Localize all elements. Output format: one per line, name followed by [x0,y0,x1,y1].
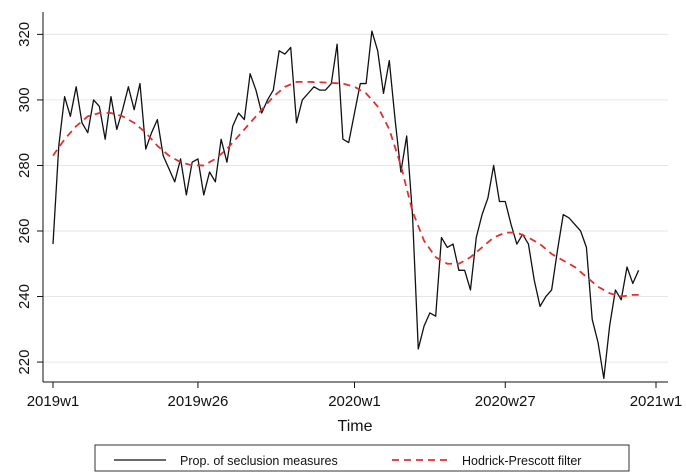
x-axis-title: Time [338,418,373,435]
y-tick-label: 240 [16,284,33,309]
gridlines [43,33,668,363]
y-tick-label: 220 [16,350,33,375]
axes: 220 240 260 280 300 320 2019w1 2019w26 2020w1 202… [16,12,682,410]
x-tick-label: 2020w27 [475,393,536,410]
legend-label-hp-filter: Hodrick-Prescott filter [462,454,581,468]
x-tick-label: 2019w1 [27,393,80,410]
legend: Prop. of seclusion measures Hodrick-Pres… [94,444,630,472]
y-tick-label: 300 [16,87,33,112]
y-tick-label: 260 [16,218,33,243]
series-line-seclusion [52,30,640,380]
legend-label-seclusion: Prop. of seclusion measures [180,454,338,468]
x-tick-label: 2020w1 [328,393,381,410]
series-line-hp-filter [52,81,639,298]
x-tick-label: 2021w1 [630,393,683,410]
y-tick-label: 320 [16,22,33,47]
series [52,30,640,380]
y-tick-label: 280 [16,153,33,178]
legend-box [94,444,630,472]
x-tick-label: 2019w26 [168,393,229,410]
